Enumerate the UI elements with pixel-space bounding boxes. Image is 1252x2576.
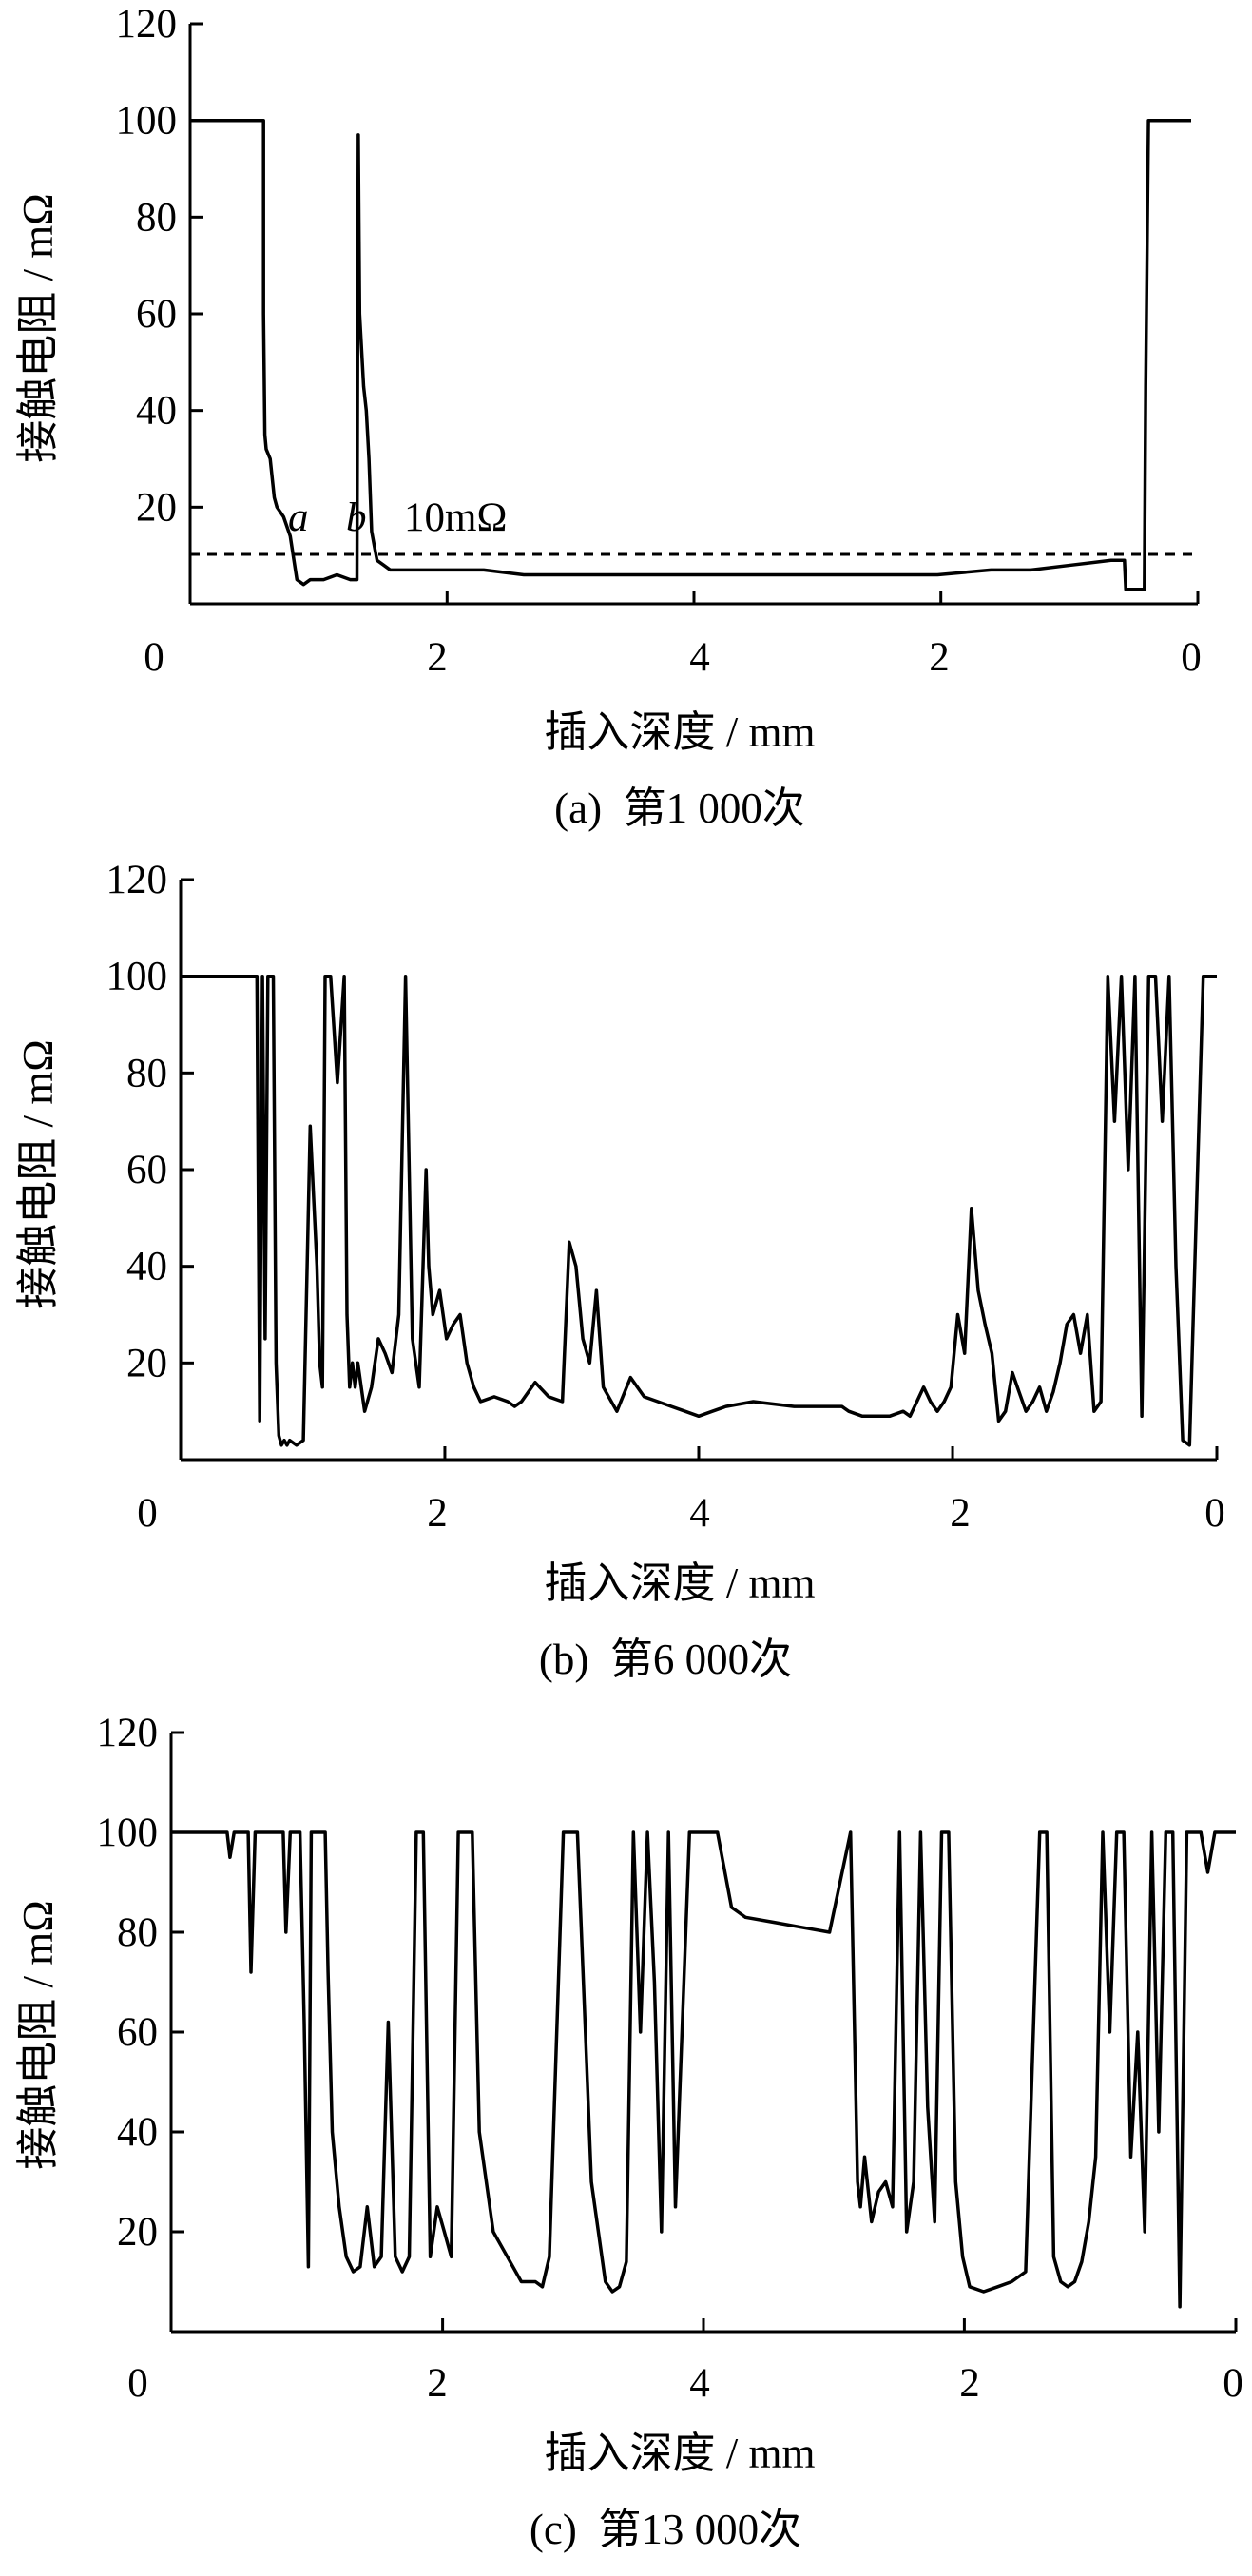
panel-c-ytick-label-120: 120 xyxy=(97,1711,159,1755)
panel-c-ytick-label-40: 40 xyxy=(117,2110,158,2155)
panel-a-xtick-4: 0 xyxy=(1181,635,1202,680)
panel-b-xtick-3: 2 xyxy=(950,1491,971,1536)
panel-c-series-line xyxy=(171,1830,1236,2309)
panel-c-ytick-label-80: 80 xyxy=(117,1910,158,1955)
panel-b-caption: (b) 第6 000次 xyxy=(539,1636,792,1683)
panel-a-series-line xyxy=(190,118,1191,591)
panel-a-ylabel: 接触电阻 / mΩ xyxy=(14,193,62,462)
panel-c-ticks: 20 40 60 80 100 120 xyxy=(97,1711,1238,2332)
panel-c-caption: (c) 第13 000次 xyxy=(530,2506,801,2553)
panel-c-xtick-4: 0 xyxy=(1223,2361,1243,2406)
panel-c-plot: 20 40 60 80 100 120 xyxy=(97,1711,1238,2334)
panel-a-ytick-label-80: 80 xyxy=(136,195,177,240)
panel-c-xtick-0: 0 xyxy=(127,2361,148,2406)
panel-b-xtick-2: 4 xyxy=(689,1491,710,1536)
panel-c-xtick-1: 2 xyxy=(427,2361,448,2406)
panel-c: 接触电阻 / mΩ 20 40 60 80 100 120 0 2 4 2 0 插入深度 … xyxy=(14,1711,1243,2553)
panel-b-ticks: 20 40 60 80 100 120 xyxy=(106,858,1219,1460)
panel-a-ticks: 20 40 60 80 100 120 xyxy=(116,2,1200,604)
panel-b-xlabel: 插入深度 / mm xyxy=(544,1559,815,1607)
annotation-10mohm: 10mΩ xyxy=(404,495,507,540)
panel-b: 接触电阻 / mΩ 20 40 60 80 100 120 0 2 4 2 0 插入深度 … xyxy=(14,858,1225,1683)
panel-c-xlabel: 插入深度 / mm xyxy=(544,2430,815,2477)
panel-a-ytick-label-20: 20 xyxy=(136,485,177,530)
panel-a-xtick-0: 0 xyxy=(144,635,164,680)
panel-c-ylabel: 接触电阻 / mΩ xyxy=(14,1900,62,2169)
panel-c-ytick-label-20: 20 xyxy=(117,2210,158,2255)
panel-b-ytick-label-80: 80 xyxy=(126,1051,167,1095)
panel-a-ytick-label-100: 100 xyxy=(116,99,178,144)
panel-a-ytick-label-120: 120 xyxy=(116,2,178,47)
panel-b-ytick-label-100: 100 xyxy=(106,955,168,999)
panel-b-ytick-label-20: 20 xyxy=(126,1341,167,1385)
panel-a-xtick-1: 2 xyxy=(427,635,448,680)
panel-a-ytick-label-60: 60 xyxy=(136,292,177,337)
panel-c-xtick-2: 4 xyxy=(689,2361,710,2406)
panel-b-plot: 20 40 60 80 100 120 xyxy=(106,858,1219,1462)
panel-b-series-line xyxy=(181,974,1217,1447)
panel-a-xlabel: 插入深度 / mm xyxy=(544,708,815,756)
panel-c-ytick-label-100: 100 xyxy=(97,1811,159,1855)
panel-a-caption: (a) 第1 000次 xyxy=(554,784,805,832)
panel-a-xtick-3: 2 xyxy=(929,635,950,680)
panel-b-xtick-1: 2 xyxy=(427,1491,448,1536)
panel-a-ytick-label-40: 40 xyxy=(136,389,177,434)
panel-c-ytick-label-60: 60 xyxy=(117,2010,158,2055)
panel-a-xtick-2: 4 xyxy=(689,635,710,680)
annotation-a: a xyxy=(288,495,309,540)
panel-b-xtick-0: 0 xyxy=(137,1491,158,1536)
panel-b-ytick-label-40: 40 xyxy=(126,1245,167,1289)
panel-b-ytick-label-120: 120 xyxy=(106,858,168,902)
panel-b-xtick-4: 0 xyxy=(1204,1491,1225,1536)
panel-b-ytick-label-60: 60 xyxy=(126,1148,167,1192)
panel-c-xtick-3: 2 xyxy=(959,2361,980,2406)
panel-b-ylabel: 接触电阻 / mΩ xyxy=(14,1039,62,1308)
